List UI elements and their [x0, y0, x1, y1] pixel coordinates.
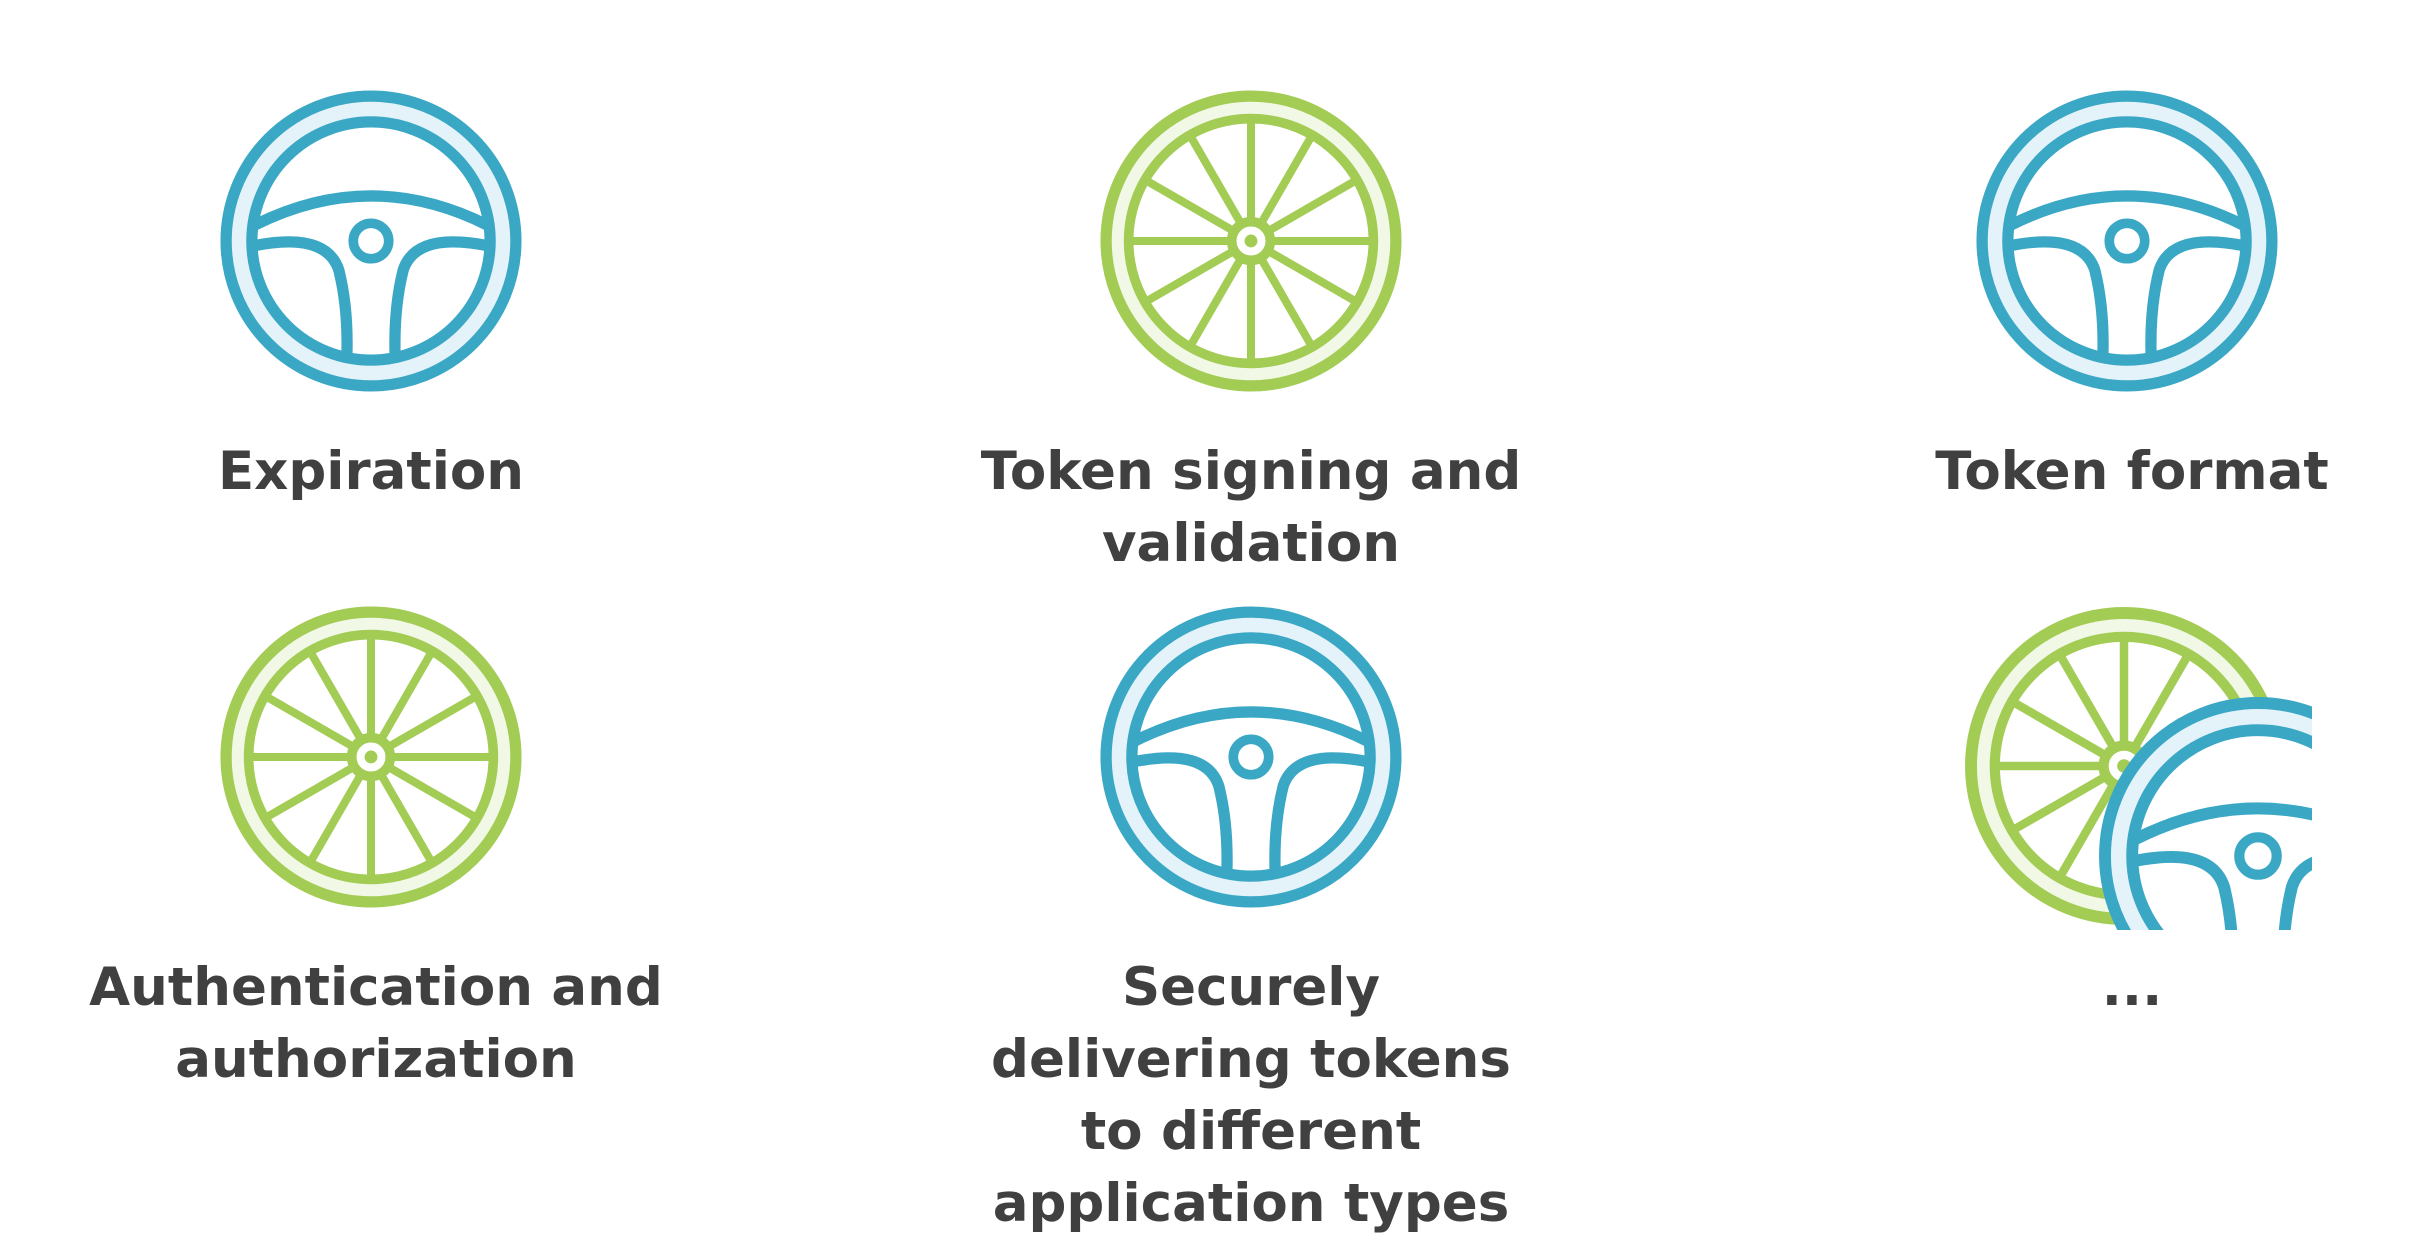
steering-wheel-icon [1966, 80, 2288, 402]
spoked-wheel-icon [210, 596, 532, 918]
item-label-authentication: Authentication and authorization [89, 957, 663, 1090]
wheels-combo-icon [1932, 590, 2312, 930]
spoked-wheel-icon [1090, 80, 1412, 402]
steering-wheel-icon [210, 80, 532, 402]
item-label-expiration: Expiration [217, 441, 525, 502]
item-label-token-format: Token format [1935, 441, 2329, 502]
item-label-securely-delivering: Securely delivering tokens to different … [991, 957, 1511, 1234]
item-label-more: ... [2101, 957, 2163, 1018]
steering-wheel-icon [1090, 596, 1412, 918]
item-label-token-signing: Token signing and validation [980, 441, 1522, 574]
